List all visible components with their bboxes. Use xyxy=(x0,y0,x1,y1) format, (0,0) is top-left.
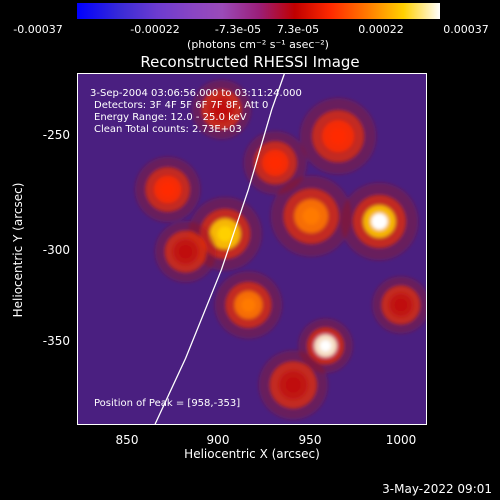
colorbar-tick: 0.00022 xyxy=(358,23,404,36)
heatmap-hotspot xyxy=(215,103,228,116)
heatmap-hotspot xyxy=(241,297,256,313)
colorbar-tick: -7.3e-05 xyxy=(214,23,262,36)
heatmap-hotspot xyxy=(217,226,233,242)
x-tick-label: 1000 xyxy=(385,433,417,447)
y-tick-label: -300 xyxy=(42,243,70,257)
heatmap-blobs xyxy=(134,79,426,420)
colorbar-tick: -0.00037 xyxy=(13,23,63,36)
chart-title: Reconstructed RHESSI Image xyxy=(140,53,360,71)
colorbar-units: (photons cm⁻² s⁻¹ asec⁻²) xyxy=(187,38,329,51)
annotation-energy-range: Energy Range: 12.0 - 25.0 keV xyxy=(94,112,247,123)
x-tick-label: 950 xyxy=(298,433,322,447)
heatmap-hotspot xyxy=(394,298,407,311)
annotation-detectors: Detectors: 3F 4F 5F 6F 7F 8F, Att 0 xyxy=(94,100,269,111)
heatmap-hotspot xyxy=(160,182,175,197)
footer-date: 3-May-2022 09:01 xyxy=(382,482,492,496)
colorbar-tick: 0.00037 xyxy=(443,23,489,36)
y-tick-label: -250 xyxy=(42,128,70,142)
peak-position-label: Position of Peak = [958,-353] xyxy=(94,398,241,409)
heatmap-hotspot xyxy=(330,128,347,145)
heatmap-hotspot xyxy=(302,207,320,225)
colorbar-tick: 7.3e-05 xyxy=(276,23,320,36)
heatmap-canvas xyxy=(134,74,426,424)
annotation-total-counts: Clean Total counts: 2.73E+03 xyxy=(94,124,242,135)
plot-area: 3-Sep-2004 03:06:56.000 to 03:11:24.000 … xyxy=(77,73,427,425)
heatmap-hotspot xyxy=(285,377,301,393)
annotation-time-range: 3-Sep-2004 03:06:56.000 to 03:11:24.000 xyxy=(90,88,302,99)
y-tick-label: -350 xyxy=(42,334,70,348)
heatmap-hotspot xyxy=(371,213,388,230)
y-axis-label: Heliocentric Y (arcsec) xyxy=(11,182,25,318)
colorbar xyxy=(77,3,440,19)
x-tick-label: 900 xyxy=(206,433,230,447)
colorbar-tick: -0.00022 xyxy=(130,23,180,36)
x-tick-label: 850 xyxy=(115,433,139,447)
heatmap-hotspot xyxy=(179,245,193,259)
x-axis-label: Heliocentric X (arcsec) xyxy=(184,447,320,461)
heatmap-hotspot xyxy=(319,340,332,352)
heatmap-hotspot xyxy=(268,156,282,170)
solar-limb-curve xyxy=(154,74,285,424)
